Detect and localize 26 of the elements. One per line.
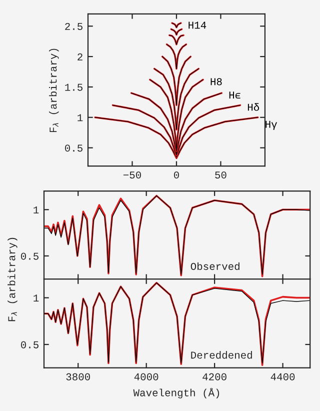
- series-label: Hδ: [248, 103, 260, 111]
- series-label: Hϵ: [229, 92, 240, 99]
- x-tick-label: 0: [174, 171, 179, 179]
- x-tick-label: 3800: [66, 373, 90, 380]
- y-tick-label: 1: [78, 114, 83, 122]
- x-tick-label: 50: [215, 171, 226, 179]
- series-label: Hγ: [266, 120, 278, 130]
- x-axis-title: Wavelength (Å): [133, 388, 220, 398]
- series-label: H14: [188, 22, 206, 29]
- text: F$_{λ}$ (arbitrary): [8, 238, 18, 322]
- series-label: H8: [210, 78, 222, 86]
- y-tick-label: 1: [34, 294, 39, 302]
- text: F$_{λ}$ (arbitrary): [49, 48, 59, 132]
- x-tick-label: −50: [123, 171, 141, 179]
- x-tick-label: 4000: [134, 373, 158, 380]
- annotation: Dereddened: [191, 351, 252, 359]
- y-tick-label: 0.5: [65, 144, 82, 152]
- y-tick-label: 1.5: [65, 84, 82, 91]
- y-tick-label: 0.5: [21, 341, 38, 348]
- y-tick-label: 1: [34, 206, 39, 214]
- x-tick-label: 4400: [270, 373, 295, 380]
- annotation: Observed: [190, 262, 240, 270]
- y-tick-label: 2.5: [65, 22, 82, 30]
- x-tick-label: 4200: [202, 373, 226, 380]
- y-tick-label: 2: [78, 53, 82, 60]
- y-tick-label: 0.5: [21, 252, 38, 260]
